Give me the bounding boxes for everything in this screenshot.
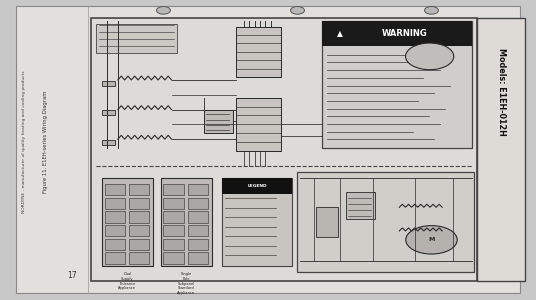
Bar [188, 238, 208, 250]
Bar [102, 178, 153, 266]
Bar [322, 21, 472, 46]
Bar [346, 193, 375, 219]
Bar [129, 184, 149, 195]
Bar [204, 110, 233, 133]
Bar [163, 212, 184, 223]
Bar [163, 184, 184, 195]
Bar [188, 225, 208, 236]
Text: ▲: ▲ [338, 29, 343, 38]
Bar [163, 198, 184, 209]
Bar [102, 110, 115, 116]
Text: M: M [428, 237, 435, 242]
Bar [129, 212, 149, 223]
Bar [188, 212, 208, 223]
Text: Single
Pole
Subpanel
Standard
Appliance: Single Pole Subpanel Standard Appliance [177, 272, 195, 295]
Circle shape [406, 226, 457, 254]
Bar [105, 212, 125, 223]
Text: Models: E1EH-012H: Models: E1EH-012H [497, 48, 505, 136]
Text: NORDYNE - manufacturer of quality heating and cooling products: NORDYNE - manufacturer of quality heatin… [22, 71, 26, 213]
Bar [129, 252, 149, 263]
Bar [222, 178, 292, 266]
Bar [105, 184, 125, 195]
Bar [322, 21, 472, 148]
Bar [129, 238, 149, 250]
Bar [105, 225, 125, 236]
Circle shape [157, 7, 170, 14]
Text: LEGEND: LEGEND [248, 184, 267, 188]
Text: 17: 17 [68, 271, 77, 280]
Bar [129, 225, 149, 236]
Bar [477, 18, 525, 281]
Text: Figure 11. E1EH-series Wiring Diagram: Figure 11. E1EH-series Wiring Diagram [43, 91, 48, 194]
Circle shape [425, 7, 438, 14]
Text: WARNING: WARNING [381, 29, 427, 38]
Circle shape [291, 7, 304, 14]
Bar [236, 98, 281, 151]
Bar [163, 252, 184, 263]
Bar [102, 140, 115, 145]
Bar [163, 238, 184, 250]
Bar [188, 252, 208, 263]
Bar [163, 225, 184, 236]
Bar [297, 172, 474, 272]
Bar [161, 178, 212, 266]
Bar [105, 238, 125, 250]
Text: Dual
Supply
Entrance
Appliance: Dual Supply Entrance Appliance [118, 272, 136, 290]
Bar [188, 198, 208, 209]
Bar [102, 80, 115, 86]
Bar [105, 252, 125, 263]
Bar [316, 207, 338, 237]
Bar [105, 198, 125, 209]
Bar [129, 198, 149, 209]
Bar [222, 178, 292, 194]
Circle shape [406, 43, 454, 70]
Bar [96, 24, 177, 53]
Bar [91, 18, 477, 281]
Bar [236, 27, 281, 77]
Bar [188, 184, 208, 195]
